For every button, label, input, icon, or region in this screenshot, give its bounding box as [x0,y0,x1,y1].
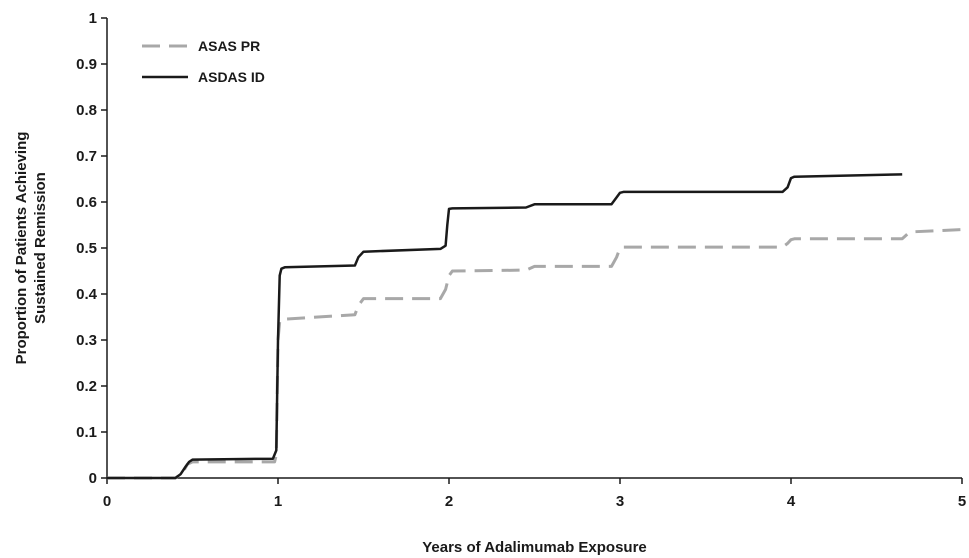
series-layer [107,173,963,480]
legend-label-asas-pr: ASAS PR [198,38,260,54]
legend: ASAS PR ASDAS ID [142,38,265,85]
legend-label-asdas-id: ASDAS ID [198,69,265,85]
x-tick-label: 2 [445,493,453,510]
y-tick-label: 0.4 [76,286,98,303]
series-line-asdas-id [107,173,903,480]
y-tick-label: 0.2 [76,378,97,395]
y-tick-label: 0.9 [76,56,97,73]
y-tick-label: 1 [89,10,97,27]
x-tick-label: 0 [103,493,111,510]
y-tick-label: 0.6 [76,194,97,211]
axes [106,18,962,479]
x-tick-label: 4 [787,493,796,510]
x-tick-label: 3 [616,493,624,510]
y-axis-title-line-2: Sustained Remission [32,172,49,324]
y-tick-label: 0.7 [76,148,97,165]
y-tick-label: 0.5 [76,240,97,257]
series-line-asas-pr [107,228,963,480]
x-axis-title: Years of Adalimumab Exposure [422,539,647,556]
y-tick-label: 0 [89,470,97,487]
y-tick-label: 0.8 [76,102,97,119]
x-tick-label: 1 [274,493,282,510]
x-tick-label: 5 [958,493,966,510]
y-ticks: 0 0.1 0.2 0.3 0.4 0.5 0.6 0.7 0.8 0.9 1 [76,10,107,487]
y-tick-label: 0.3 [76,332,97,349]
y-tick-label: 0.1 [76,424,97,441]
y-axis-title-line-1: Proportion of Patients Achieving [13,132,30,365]
x-ticks: 0 1 2 3 4 5 [103,478,966,510]
